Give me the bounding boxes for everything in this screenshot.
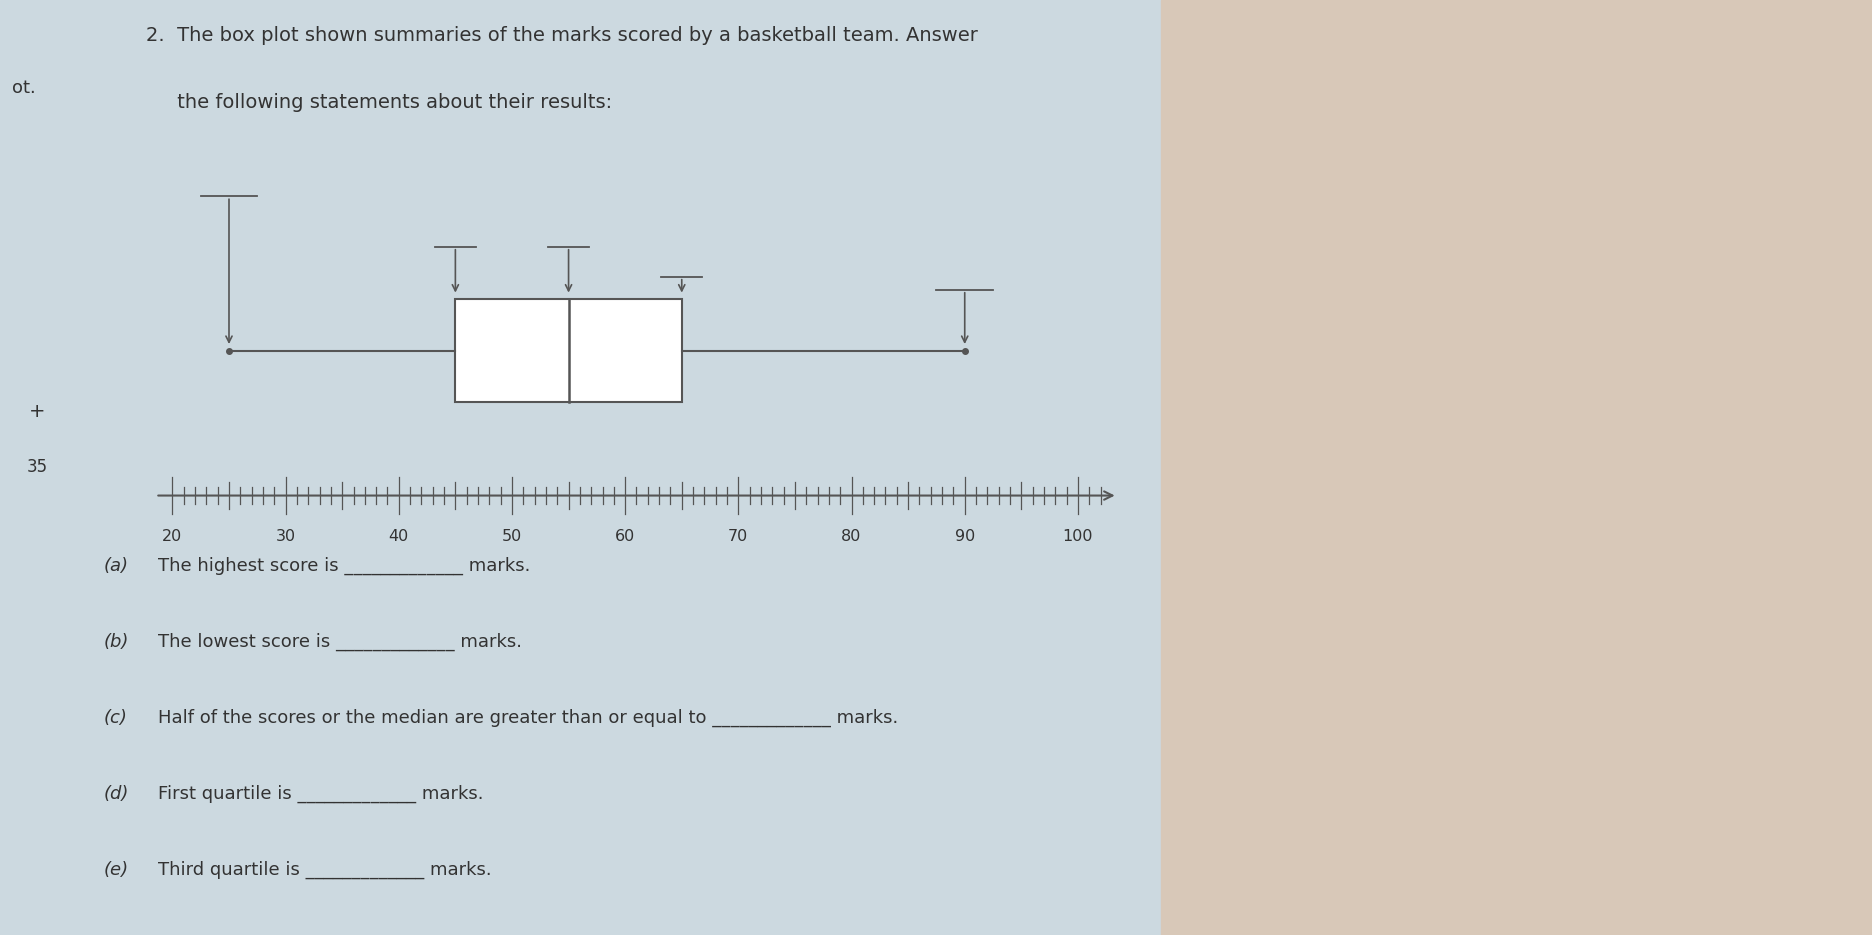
Text: The lowest score is _____________ marks.: The lowest score is _____________ marks.: [157, 633, 522, 651]
Text: 90: 90: [955, 529, 975, 544]
Text: (c): (c): [103, 709, 127, 726]
Text: 35: 35: [26, 458, 49, 477]
Text: (a): (a): [103, 556, 129, 574]
Text: 60: 60: [616, 529, 635, 544]
Text: 30: 30: [275, 529, 296, 544]
Text: 50: 50: [502, 529, 522, 544]
Text: 40: 40: [389, 529, 408, 544]
Text: (e): (e): [103, 861, 129, 879]
Text: 80: 80: [841, 529, 861, 544]
Text: (d): (d): [103, 784, 129, 803]
Text: 70: 70: [728, 529, 749, 544]
FancyBboxPatch shape: [455, 299, 681, 402]
Text: 20: 20: [163, 529, 183, 544]
Text: 2.  The box plot shown summaries of the marks scored by a basketball team. Answe: 2. The box plot shown summaries of the m…: [146, 26, 977, 45]
Text: the following statements about their results:: the following statements about their res…: [146, 94, 612, 112]
Text: Third quartile is _____________ marks.: Third quartile is _____________ marks.: [157, 861, 492, 879]
Text: Half of the scores or the median are greater than or equal to _____________ mark: Half of the scores or the median are gre…: [157, 709, 899, 727]
Bar: [1161, 0, 1872, 935]
Bar: [0, 0, 1161, 935]
Text: 100: 100: [1063, 529, 1093, 544]
Text: (b): (b): [103, 633, 129, 651]
Text: +: +: [30, 402, 45, 421]
Text: The highest score is _____________ marks.: The highest score is _____________ marks…: [157, 556, 530, 575]
Text: First quartile is _____________ marks.: First quartile is _____________ marks.: [157, 784, 483, 803]
Text: ot.: ot.: [13, 79, 36, 96]
